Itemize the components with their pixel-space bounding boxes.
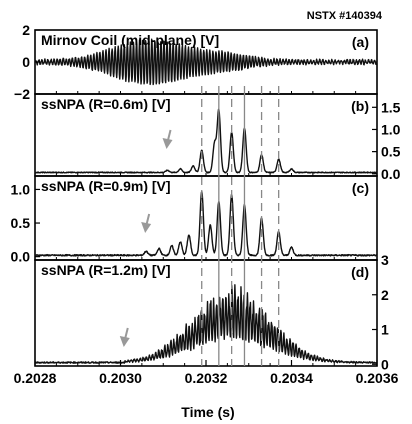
y-tick-label: 0.0	[381, 166, 401, 182]
panels-group: 2 0 −2 Mirnov Coil (mid-plane) [V] (a) 1.5 1.0…	[11, 22, 401, 372]
y-tick-label: 0.5	[11, 215, 31, 231]
panel-letter: (b)	[351, 98, 369, 114]
y-tick-label: 0	[381, 356, 389, 372]
x-axis: 0.2028 0.2030 0.2032 0.2034 0.2036	[14, 91, 399, 386]
panel-letter: (c)	[352, 180, 369, 196]
y-tick-label: −2	[14, 86, 30, 102]
panel-letter: (a)	[352, 34, 369, 50]
onset-arrow-head	[119, 336, 130, 347]
y-tick-label: 0.0	[11, 249, 31, 265]
signal-trace	[34, 284, 378, 364]
signal-trace	[34, 108, 378, 174]
panel-d: 3 2 1 0 ssNPA (R=1.2m) [V] (d)	[34, 252, 389, 372]
shot-label: NSTX #140394	[307, 10, 383, 22]
x-tick-label: 0.2030	[99, 370, 142, 386]
panel-title: ssNPA (R=0.6m) [V]	[41, 96, 171, 112]
burst-lines-group	[201, 86, 280, 366]
x-tick-label: 0.2034	[270, 370, 313, 386]
panel-title: Mirnov Coil (mid-plane) [V]	[41, 32, 219, 48]
y-tick-label: 1.0	[11, 181, 31, 197]
panel-c: 1.0 0.5 0.0 ssNPA (R=0.9m) [V] (c)	[11, 175, 378, 265]
x-tick-label: 0.2032	[185, 370, 228, 386]
panel-letter: (d)	[351, 264, 369, 280]
x-tick-label: 0.2028	[14, 370, 57, 386]
x-axis-label: Time (s)	[181, 404, 234, 420]
y-tick-label: 3	[381, 252, 389, 268]
onset-arrow-head	[141, 222, 152, 233]
signal-trace	[34, 190, 378, 257]
y-tick-label: 2	[22, 22, 30, 38]
y-tick-label: 1	[381, 322, 389, 338]
panel-a: 2 0 −2 Mirnov Coil (mid-plane) [V] (a)	[14, 22, 378, 102]
panel-title: ssNPA (R=0.9m) [V]	[41, 178, 171, 194]
y-tick-label: 0.5	[381, 144, 401, 160]
y-tick-label: 2	[381, 287, 389, 303]
y-tick-label: 1.5	[381, 99, 401, 115]
signal-trace	[34, 38, 378, 86]
x-tick-label: 0.2036	[356, 370, 399, 386]
panel-title: ssNPA (R=1.2m) [V]	[41, 262, 171, 278]
y-tick-label: 0	[22, 54, 30, 70]
y-tick-label: 1.0	[381, 121, 401, 137]
panel-b: 1.5 1.0 0.5 0.0 ssNPA (R=0.6m) [V] (b)	[34, 93, 401, 182]
onset-arrow-head	[162, 138, 173, 149]
